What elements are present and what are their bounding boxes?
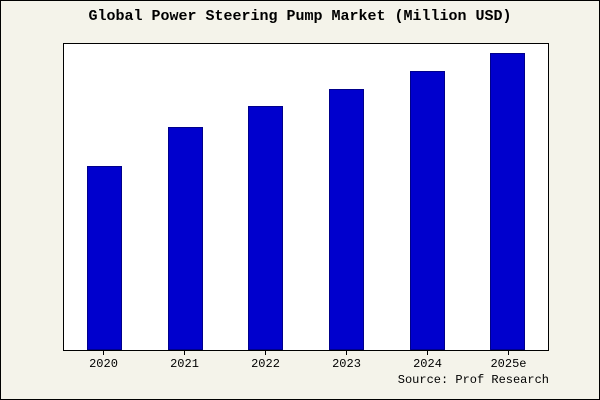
plot-area	[63, 43, 549, 351]
x-tick-label: 2021	[170, 357, 199, 371]
bar-column	[64, 44, 145, 350]
bar-column	[306, 44, 387, 350]
x-tick-mark	[265, 351, 266, 355]
x-tick: 2022	[225, 351, 306, 371]
x-tick-mark	[508, 351, 509, 355]
x-tick: 2021	[144, 351, 225, 371]
x-tick-mark	[103, 351, 104, 355]
source-note: Source: Prof Research	[397, 373, 549, 387]
x-tick-label: 2020	[89, 357, 118, 371]
x-tick: 2020	[63, 351, 144, 371]
x-tick-label: 2022	[251, 357, 280, 371]
x-tick-mark	[184, 351, 185, 355]
bar	[167, 127, 203, 350]
chart-title: Global Power Steering Pump Market (Milli…	[88, 8, 512, 25]
bar	[86, 165, 122, 350]
x-tick-mark	[427, 351, 428, 355]
bar-column	[387, 44, 468, 350]
x-tick-label: 2025e	[490, 357, 527, 371]
bar-column	[225, 44, 306, 350]
x-tick: 2025e	[468, 351, 549, 371]
bar	[409, 70, 445, 350]
x-tick: 2023	[306, 351, 387, 371]
x-tick-label: 2024	[413, 357, 442, 371]
bar-column	[467, 44, 548, 350]
bars	[64, 44, 548, 350]
bar-column	[145, 44, 226, 350]
x-tick: 2024	[387, 351, 468, 371]
x-axis-labels: 2020 2021 2022 2023 2024 2025e	[63, 351, 549, 371]
x-tick-mark	[346, 351, 347, 355]
x-tick-label: 2023	[332, 357, 361, 371]
bar	[248, 106, 284, 350]
bar	[490, 52, 526, 350]
bar	[328, 88, 364, 350]
